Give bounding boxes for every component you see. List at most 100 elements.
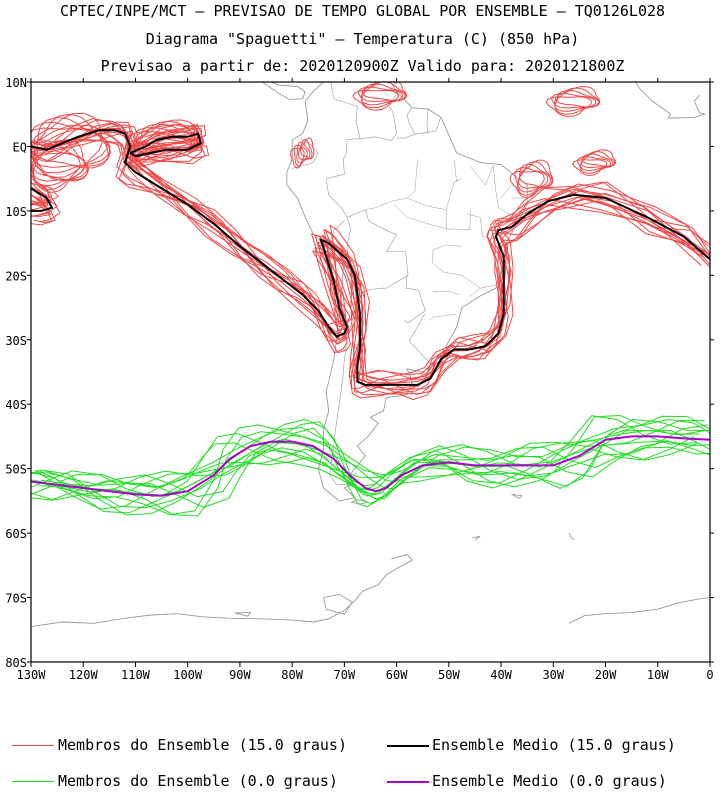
member-15-line-10-1 <box>31 186 52 206</box>
coast-7 <box>511 493 523 499</box>
border-5 <box>408 313 431 364</box>
member-15-line-6-0 <box>33 131 702 401</box>
coast-1 <box>350 499 369 505</box>
member-15-loop-1-4 <box>135 119 203 151</box>
y-tick-label-0: 10N <box>5 76 27 90</box>
legend-line-mean-15 <box>387 745 429 747</box>
state-line-8 <box>461 275 496 289</box>
state-line-3 <box>365 159 418 210</box>
state-line-14 <box>453 159 457 182</box>
member-15-line-13-2 <box>134 145 206 165</box>
member-15-loop-2-3 <box>31 140 90 182</box>
coastline-map <box>31 68 710 628</box>
x-tick-label-13: 0 <box>706 668 713 682</box>
coast-4 <box>31 553 414 628</box>
mean-15-line-1 <box>31 187 54 212</box>
legend-line-members-15 <box>12 745 54 746</box>
x-tick-label-4: 90W <box>229 668 251 682</box>
coast-8 <box>568 597 710 624</box>
member-15-line-3-0 <box>31 140 710 399</box>
border-7 <box>347 209 397 235</box>
x-tick-label-9: 40W <box>490 668 512 682</box>
member-15-line-9-0 <box>31 125 710 385</box>
y-tick-label-5: 40S <box>5 398 27 412</box>
legend-label-mean-0: Ensemble Medio (0.0 graus) <box>432 772 667 790</box>
member-15-line-10-0 <box>31 138 710 396</box>
state-line-11 <box>428 313 457 321</box>
member-0-line-13-0 <box>37 414 700 517</box>
coast-6 <box>323 593 353 615</box>
coast-10 <box>324 68 345 79</box>
state-line-10 <box>433 291 460 295</box>
state-line-1 <box>445 178 462 229</box>
x-tick-label-3: 100W <box>173 668 203 682</box>
member-15-line-9-1 <box>31 182 53 206</box>
y-tick-label-9: 80S <box>5 656 27 670</box>
legend-label-members-0: Membros do Ensemble (0.0 graus) <box>58 772 338 790</box>
member-15-loop-4-0 <box>352 89 400 111</box>
border-1 <box>325 152 352 260</box>
member-0-line-5-0 <box>47 418 710 508</box>
y-tick-label-6: 50S <box>5 463 27 477</box>
x-tick-label-5: 80W <box>281 668 303 682</box>
member-15-loop-3-3 <box>297 139 313 161</box>
border-11 <box>426 109 429 134</box>
y-tick-label-7: 60S <box>5 527 27 541</box>
member-15-line-1-0 <box>31 117 709 381</box>
member-15-loop-6-0 <box>509 170 545 199</box>
x-tick-label-11: 20W <box>595 668 617 682</box>
state-line-7 <box>431 244 462 276</box>
member-15-loop-5-1 <box>551 93 597 115</box>
legend-line-members-0 <box>12 781 54 782</box>
member-15-loop-5-3 <box>553 87 601 109</box>
coast-3 <box>261 82 306 100</box>
state-line-15 <box>393 204 429 225</box>
member-0-line-1-0 <box>31 419 705 498</box>
x-tick-label-10: 30W <box>542 668 564 682</box>
mean-0-line-0 <box>31 435 710 497</box>
member-15-loop-7-2 <box>579 153 614 172</box>
member-15-line-1-1 <box>34 190 58 217</box>
member-15-loop-4-3 <box>360 82 408 103</box>
border-10 <box>406 107 416 134</box>
member-15-loop-2-4 <box>32 139 89 182</box>
coast-0 <box>286 82 528 502</box>
member-0-line-6-0 <box>34 415 697 516</box>
member-0-line-12-0 <box>40 429 707 498</box>
member-0-line-4-0 <box>40 440 710 495</box>
x-tick-label-7: 60W <box>386 668 408 682</box>
member-15-loop-3-2 <box>296 141 311 164</box>
member-0-line-10-0 <box>31 418 710 514</box>
member-15-loop-7-1 <box>577 156 612 174</box>
border-8 <box>330 82 361 139</box>
y-tick-label-2: 10S <box>5 205 27 219</box>
means-group <box>31 129 710 497</box>
mean-15-line-0 <box>31 129 710 386</box>
member-15-loop-0-2 <box>32 116 111 174</box>
member-15-loop-7-0 <box>572 159 608 177</box>
y-tick-label-3: 20S <box>5 269 27 283</box>
member-15-loop-6-1 <box>514 167 549 196</box>
state-line-2 <box>407 197 447 210</box>
member-15-line-13-1 <box>31 178 52 204</box>
member-15-loop-7-4 <box>582 149 617 167</box>
member-15-line-11-1 <box>31 193 52 217</box>
member-0-line-9-0 <box>31 415 710 509</box>
coast-12 <box>568 532 575 541</box>
member-15-loop-6-4 <box>519 159 554 189</box>
y-tick-label-8: 70S <box>5 592 27 606</box>
border-4 <box>404 275 426 324</box>
title-line-3: Previsao a partir de: 2020120900Z Valido… <box>100 57 625 75</box>
coast-9 <box>635 82 707 119</box>
members-15-group <box>31 82 710 401</box>
x-tick-label-2: 110W <box>121 668 151 682</box>
member-15-loop-0-3 <box>31 113 112 168</box>
y-tick-label-1: EQ <box>13 140 27 154</box>
coast-13 <box>472 535 481 540</box>
member-15-loop-5-0 <box>545 96 593 118</box>
state-line-0 <box>427 210 472 230</box>
legend-label-members-15: Membros do Ensemble (15.0 graus) <box>58 736 347 754</box>
border-9 <box>360 92 397 141</box>
member-15-loop-5-4 <box>555 85 601 108</box>
